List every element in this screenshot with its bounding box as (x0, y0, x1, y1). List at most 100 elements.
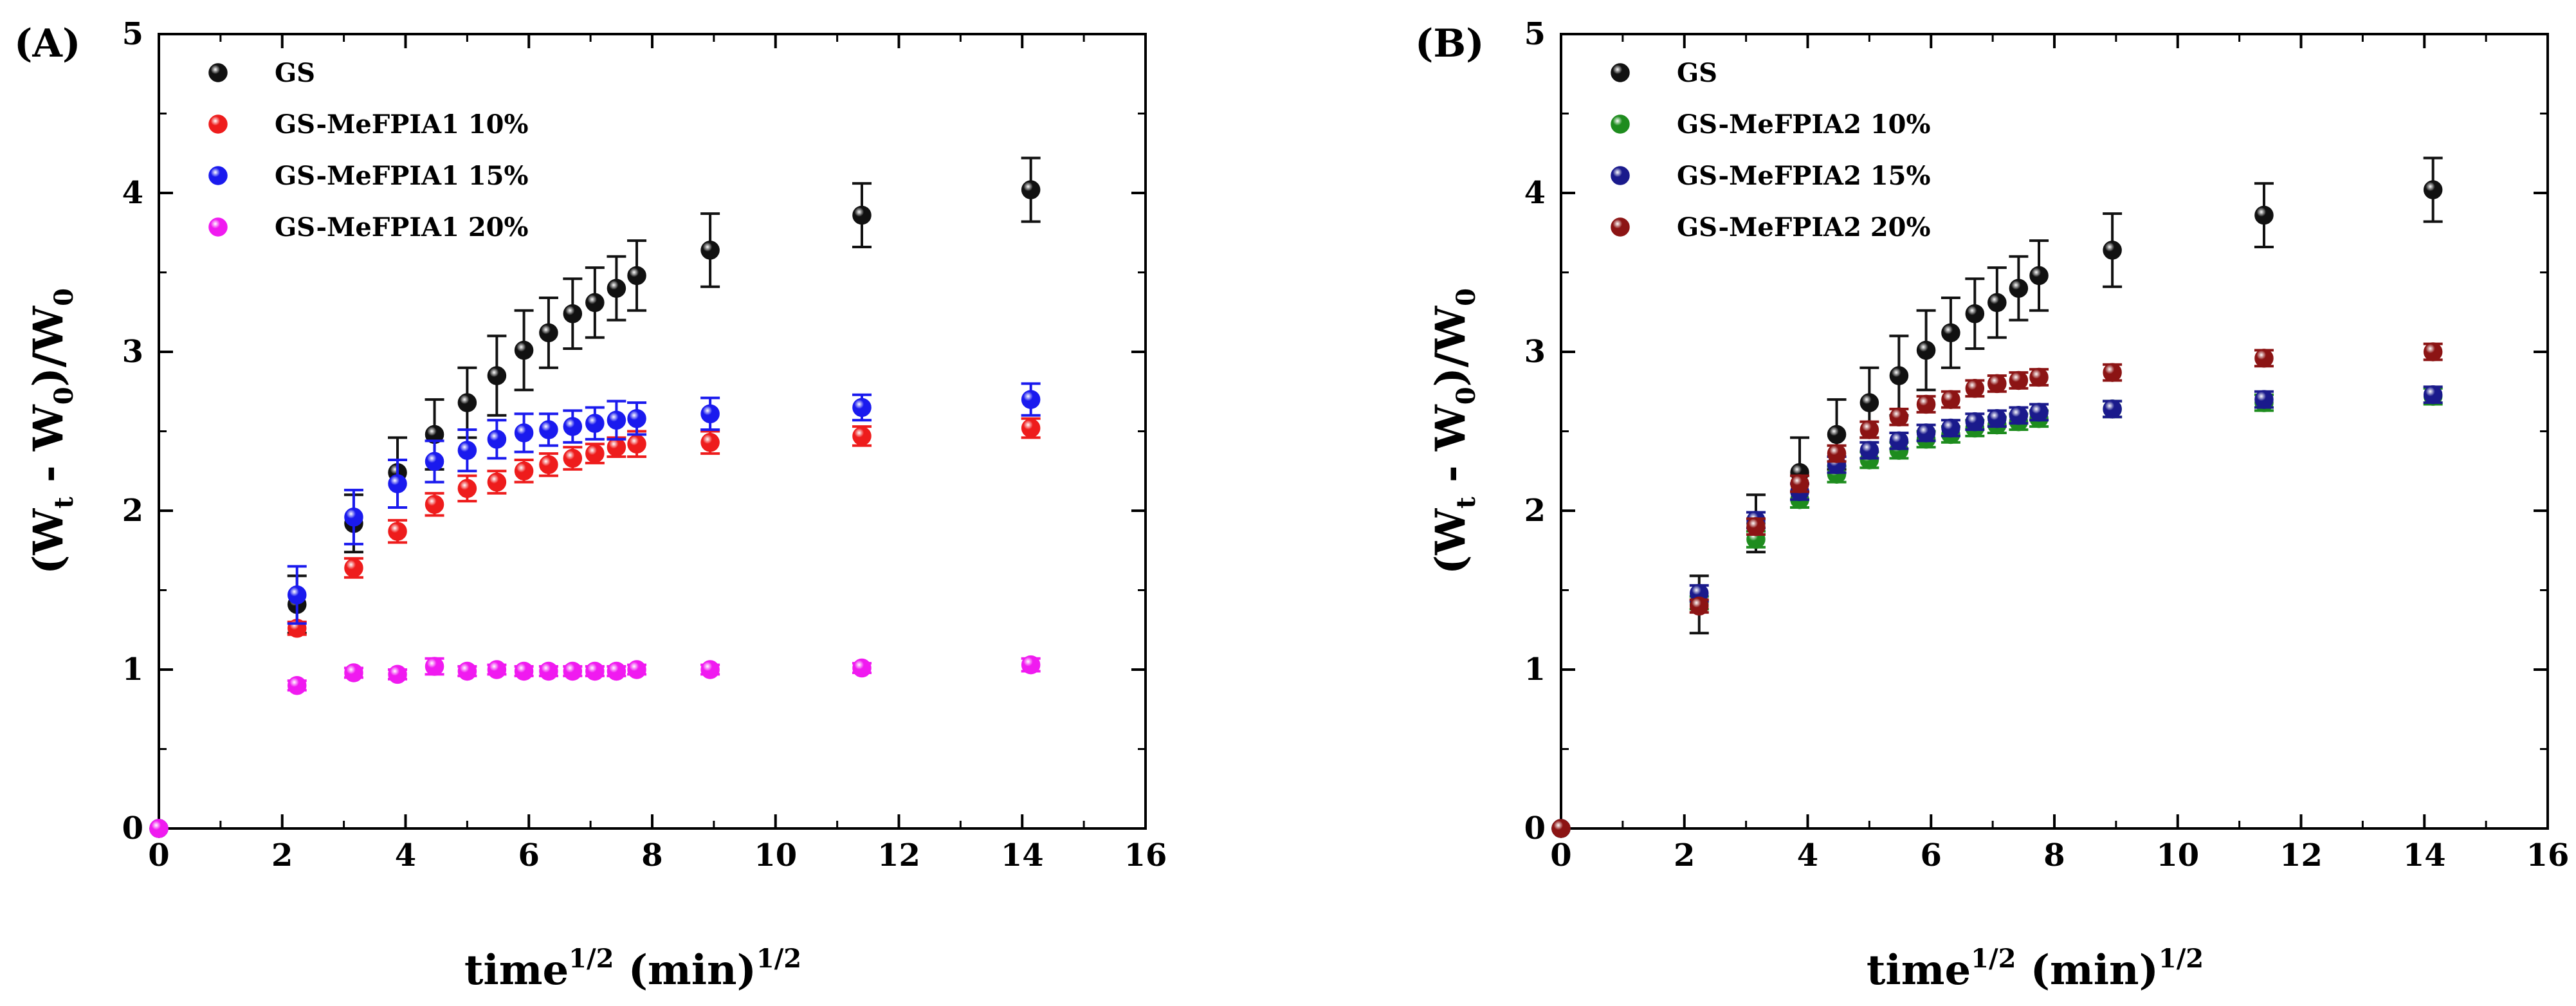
legend-marker-gs-mefpia2-15pct (1611, 166, 1630, 185)
x-axis-title: time1/2 (min)1/2 (1867, 944, 2204, 994)
data-point (2103, 399, 2122, 419)
x-tick-label: 2 (271, 837, 293, 873)
data-point (1965, 379, 1985, 398)
data-point (514, 661, 534, 681)
data-point (1859, 420, 1879, 439)
data-point (457, 393, 477, 412)
data-point (388, 664, 407, 684)
x-tick-label: 10 (754, 837, 797, 873)
data-point (457, 661, 477, 681)
legend-marker-gs-mefpia2-20pct (1611, 217, 1630, 237)
data-point (563, 304, 583, 324)
data-point (1859, 393, 1879, 412)
data-point (344, 663, 363, 682)
x-tick-label: 4 (395, 837, 416, 873)
y-tick-label: 3 (122, 334, 143, 370)
data-point (700, 433, 720, 452)
x-tick-label: 6 (518, 837, 540, 873)
x-axis-title: time1/2 (min)1/2 (464, 944, 801, 994)
data-point (1889, 407, 1909, 427)
data-point (852, 426, 872, 446)
y-tick-label: 5 (122, 16, 143, 52)
legend-label-gs-mefpia1-20pct: GS-MeFPIA1 20% (275, 212, 529, 242)
data-point (607, 437, 626, 457)
data-point (344, 558, 363, 578)
y-axis-title: (Wt - W0)/W0 (1427, 288, 1481, 574)
data-point (700, 404, 720, 424)
x-tick-label: 16 (1124, 837, 1167, 873)
data-point (1790, 474, 1809, 493)
x-tick-label: 0 (148, 837, 169, 873)
data-point (539, 455, 558, 475)
data-point (2254, 205, 2274, 225)
data-point (487, 660, 507, 679)
data-point (700, 241, 720, 260)
data-point (563, 661, 583, 681)
x-tick-label: 2 (1674, 837, 1695, 873)
data-point (487, 430, 507, 449)
data-point (288, 585, 307, 605)
legend-marker-gs-mefpia2-10pct (1611, 114, 1630, 134)
data-point (2103, 363, 2122, 382)
data-point (2423, 342, 2443, 361)
data-point (585, 293, 605, 313)
data-point (539, 420, 558, 439)
x-tick-label: 12 (877, 837, 920, 873)
x-tick-label: 6 (1921, 837, 1942, 873)
data-point (852, 205, 872, 225)
data-point (2254, 390, 2274, 409)
data-point (2029, 367, 2049, 387)
data-point (585, 444, 605, 463)
series-gs-mefpia2-20pct (1551, 342, 2443, 838)
legend-marker-gs-mefpia1-10pct (208, 114, 228, 134)
data-point (457, 441, 477, 460)
data-point (627, 434, 646, 454)
data-point (425, 452, 444, 471)
data-point (2009, 279, 2029, 298)
data-point (852, 398, 872, 417)
data-point (2423, 385, 2443, 405)
data-point (1987, 293, 2007, 313)
x-tick-label: 14 (1001, 837, 1044, 873)
data-point (1916, 394, 1936, 414)
legend-marker-gs (1611, 63, 1630, 82)
data-point (700, 660, 720, 679)
data-point (1551, 819, 1571, 838)
data-point (1916, 340, 1936, 360)
data-point (1690, 596, 1709, 616)
data-point (539, 323, 558, 343)
data-point (514, 423, 534, 443)
panel-label: (B) (1415, 21, 1484, 66)
y-tick-label: 0 (1524, 810, 1546, 846)
data-point (1987, 408, 2007, 428)
data-point (425, 657, 444, 676)
data-point (563, 417, 583, 436)
data-point (288, 675, 307, 695)
legend-label-gs: GS (1677, 58, 1717, 88)
data-point (388, 474, 407, 493)
data-point (2009, 406, 2029, 425)
data-point (149, 819, 169, 838)
data-point (2009, 370, 2029, 390)
data-point (607, 661, 626, 681)
data-point (539, 661, 558, 681)
legend-label-gs-mefpia1-15pct: GS-MeFPIA1 15% (275, 161, 529, 191)
y-tick-label: 5 (1524, 16, 1546, 52)
data-point (1827, 425, 1847, 444)
data-point (607, 279, 626, 298)
y-tick-label: 2 (1524, 493, 1546, 529)
data-point (1021, 180, 1041, 199)
legend-marker-gs (208, 63, 228, 82)
y-tick-label: 4 (122, 175, 143, 211)
data-point (487, 472, 507, 492)
x-tick-label: 4 (1797, 837, 1818, 873)
data-point (1021, 418, 1041, 438)
series-gs (149, 156, 1041, 838)
x-tick-label: 8 (2043, 837, 2065, 873)
data-point (852, 658, 872, 678)
series-gs (1551, 156, 2443, 838)
data-point (1965, 304, 1985, 324)
data-point (514, 340, 534, 360)
data-point (487, 366, 507, 385)
